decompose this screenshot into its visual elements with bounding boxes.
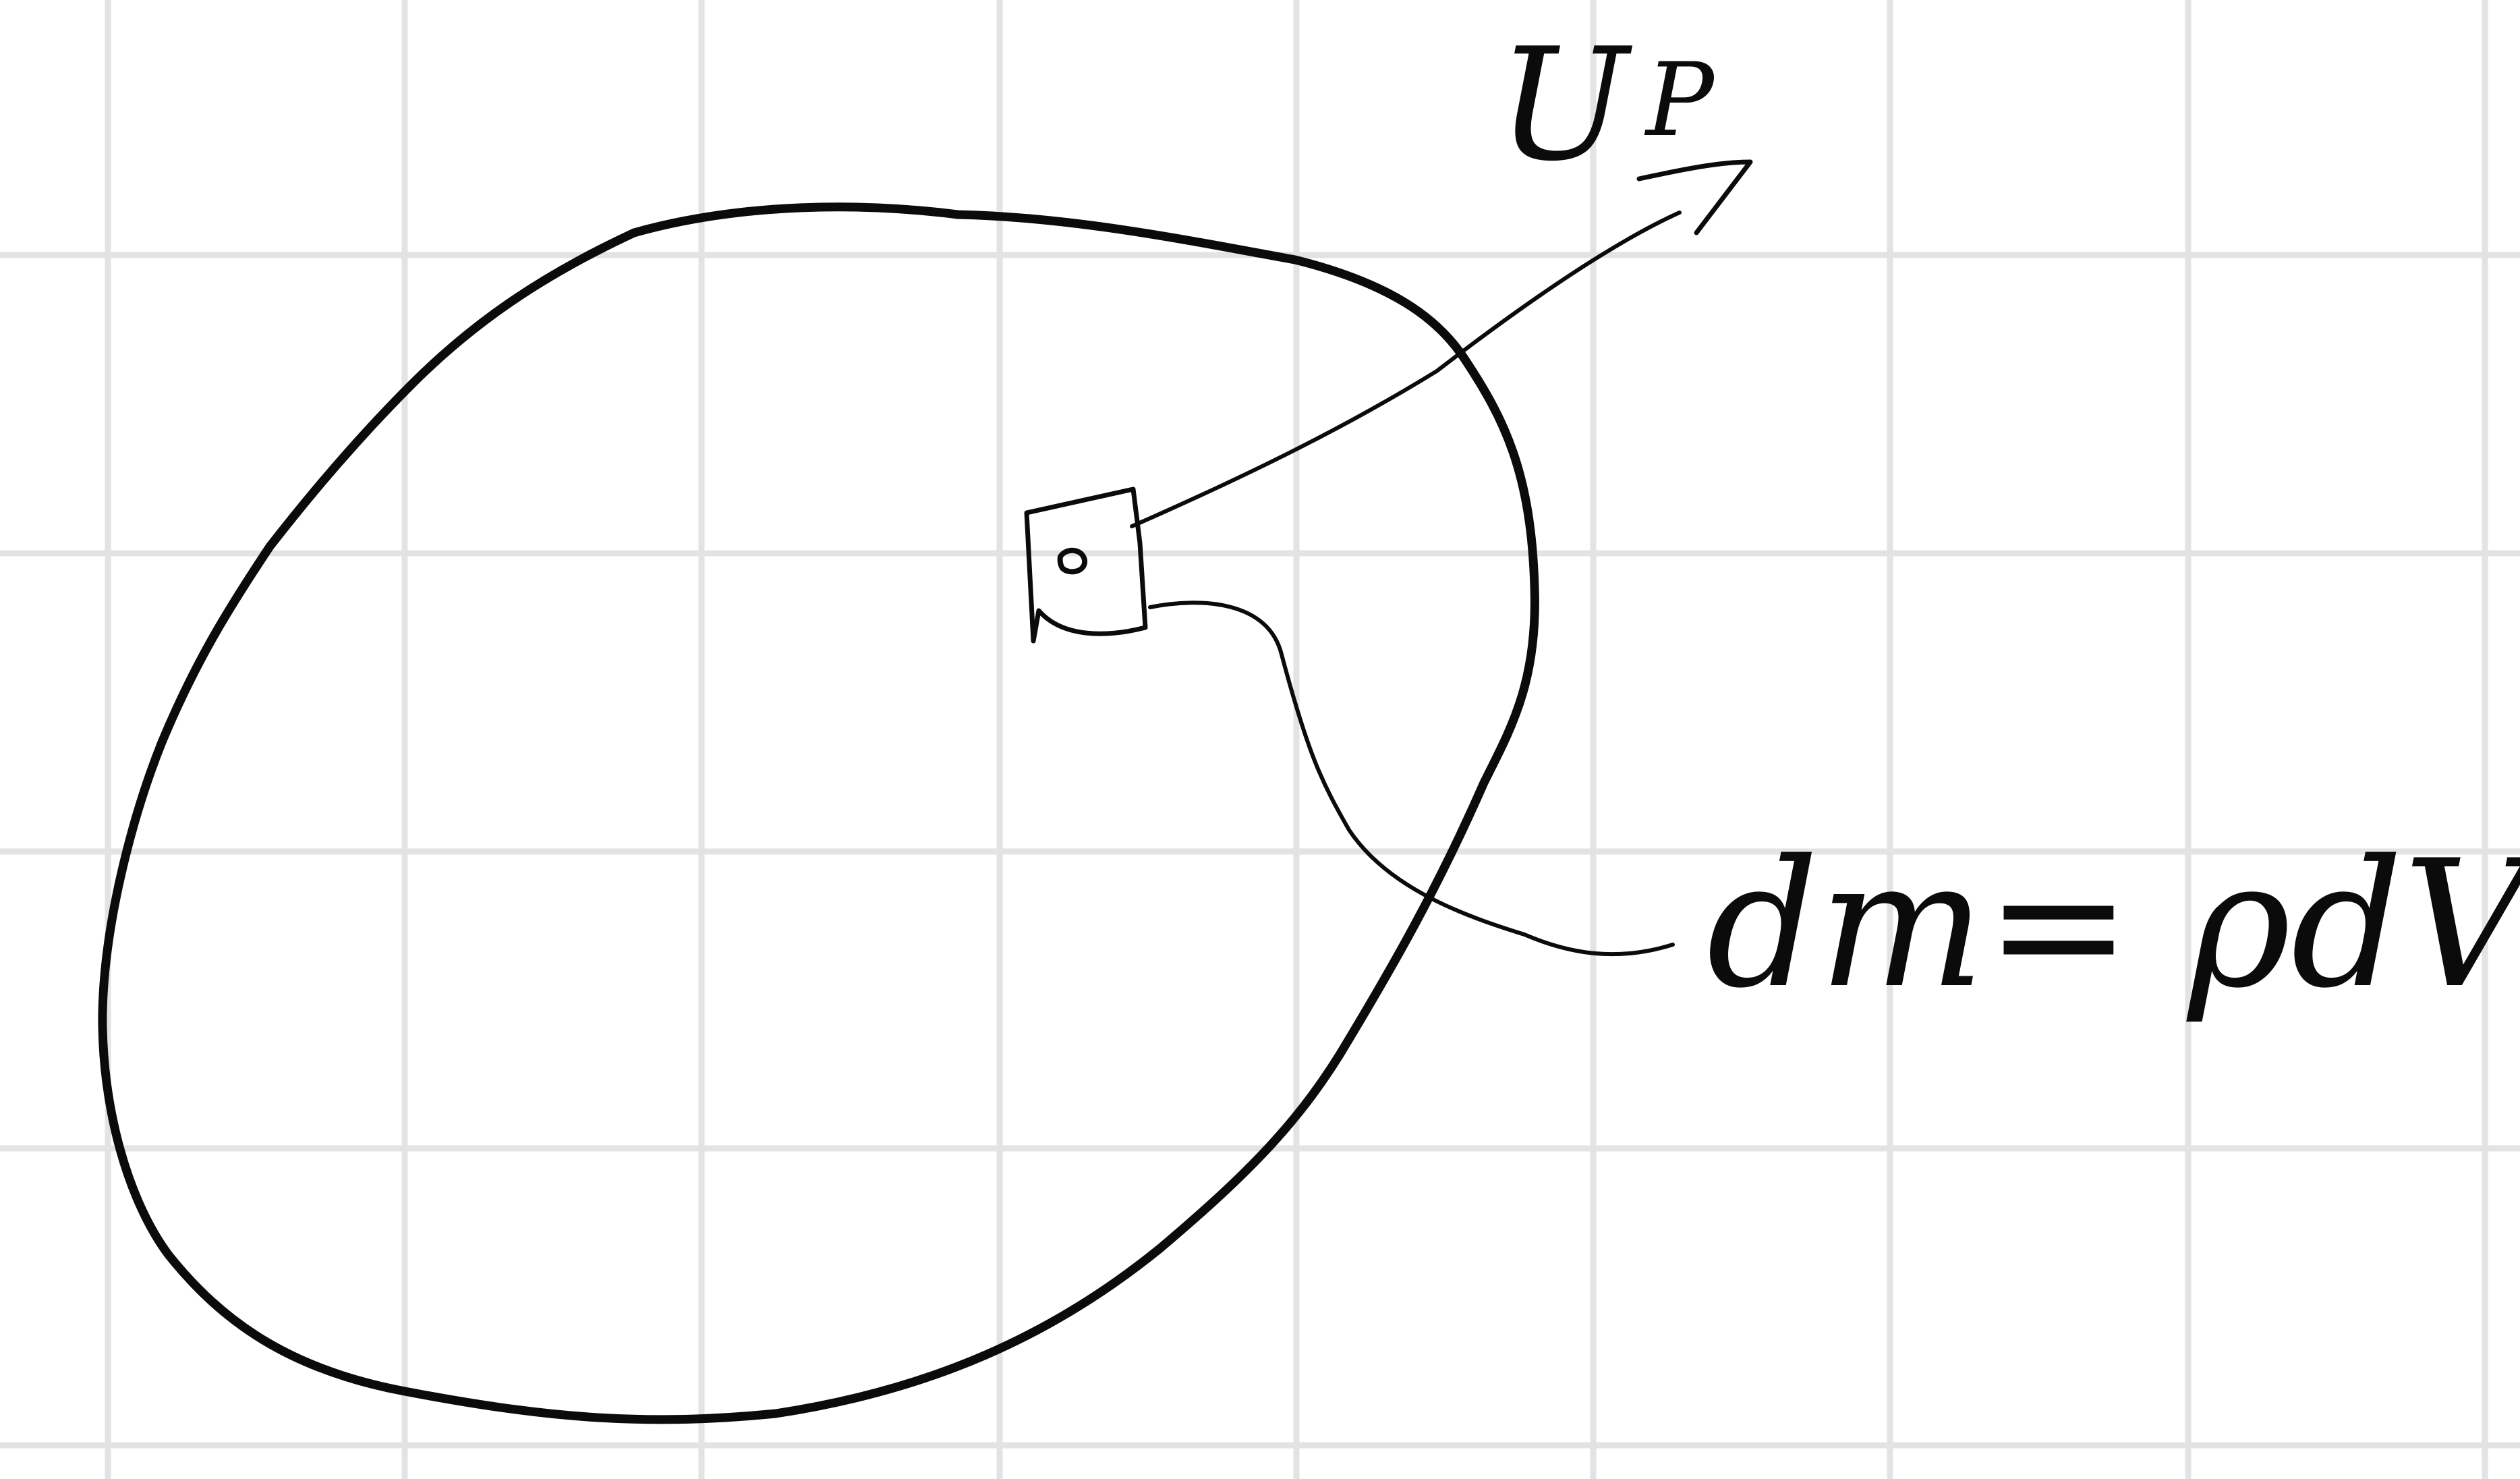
body-outline (98, 202, 1539, 1424)
potential-label: U (1497, 16, 1633, 196)
mass-element-label: dm= ρdV (1707, 823, 2520, 1027)
mass-leader-line (1148, 601, 1675, 957)
volume-element-square (1024, 486, 1148, 644)
potential-underline (1636, 159, 1753, 235)
potential-leader-line (1130, 211, 1682, 528)
volume-element-point (1057, 547, 1087, 575)
potential-subscript-label: P (1644, 42, 1716, 159)
